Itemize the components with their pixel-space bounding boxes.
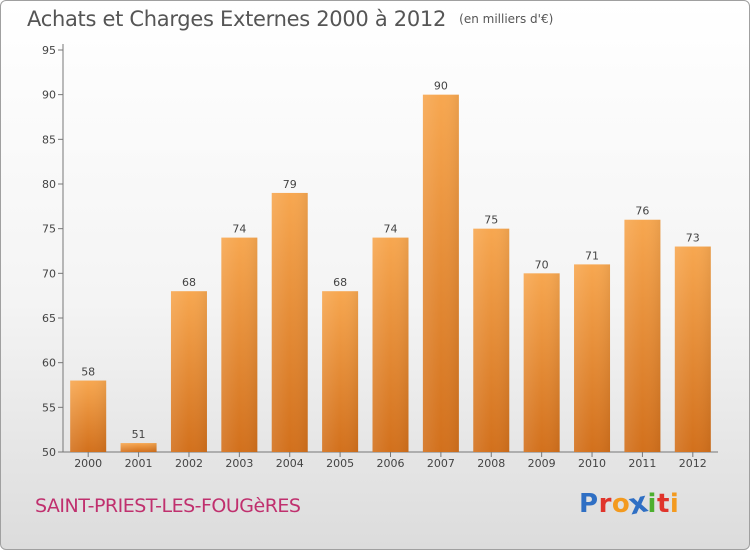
x-tick-label: 2006 xyxy=(377,457,405,470)
value-label-2009: 70 xyxy=(535,258,549,271)
bar-sheen-2003 xyxy=(221,237,258,452)
x-tick-label: 2002 xyxy=(175,457,203,470)
value-label-2012: 73 xyxy=(686,232,700,245)
logo-letter: P xyxy=(579,489,599,519)
bar-sheen-2004 xyxy=(271,192,308,452)
logo-letter: i xyxy=(647,489,657,519)
bar-sheen-2008 xyxy=(473,228,510,452)
bar-sheen-2011 xyxy=(624,219,661,452)
bar-sheen-2007 xyxy=(422,94,459,453)
x-tick-label: 2007 xyxy=(427,457,455,470)
y-tick-label: 55 xyxy=(42,401,56,414)
logo-letter: t xyxy=(656,489,670,519)
bars xyxy=(70,94,711,453)
logo-letter: i xyxy=(669,489,680,519)
value-label-2008: 75 xyxy=(484,214,498,227)
bar-sheen-2010 xyxy=(574,264,611,452)
bar-sheen-2009 xyxy=(523,273,560,452)
value-labels: 58 51 68 74 79 68 74 90 75 70 71 76 73 xyxy=(81,80,700,441)
y-tick-label: 85 xyxy=(42,133,56,146)
proxiti-logo: Proxiti xyxy=(579,486,680,522)
y-tick-label: 70 xyxy=(42,267,56,280)
axes: 50 55 60 65 70 75 80 85 90 95 2000 2001 2002 2003 2004… xyxy=(42,44,718,470)
y-tick-label: 75 xyxy=(42,223,56,236)
value-label-2002: 68 xyxy=(182,276,196,289)
x-tick-label: 2003 xyxy=(225,457,253,470)
y-tick-label: 80 xyxy=(42,178,56,191)
logo-letter: r xyxy=(598,489,612,519)
y-tick-label: 65 xyxy=(42,312,56,325)
value-label-2003: 74 xyxy=(232,223,246,236)
x-tick-label: 2001 xyxy=(125,457,153,470)
bar-sheen-2000 xyxy=(70,380,107,452)
x-tick-label: 2000 xyxy=(74,457,102,470)
value-label-2006: 74 xyxy=(384,223,398,236)
x-tick-label: 2005 xyxy=(326,457,354,470)
bar-sheen-2001 xyxy=(120,443,157,452)
bar-sheen-2002 xyxy=(170,291,207,452)
bar-sheen-2006 xyxy=(372,237,409,452)
chart-unit: (en milliers d'€) xyxy=(459,12,554,26)
y-tick-label: 90 xyxy=(42,89,56,102)
bar-sheen-2012 xyxy=(674,246,711,452)
value-label-2000: 58 xyxy=(81,366,95,379)
chart-title-text: Achats et Charges Externes 2000 à 2012 xyxy=(27,7,447,31)
x-tick-label: 2012 xyxy=(679,457,707,470)
value-label-2001: 51 xyxy=(132,428,146,441)
x-tick-label: 2010 xyxy=(578,457,606,470)
chart-title: Achats et Charges Externes 2000 à 2012 (… xyxy=(27,7,553,31)
logo-letter: o xyxy=(611,489,631,519)
x-tick-label: 2009 xyxy=(528,457,556,470)
x-tick-label: 2004 xyxy=(276,457,304,470)
value-label-2011: 76 xyxy=(635,205,649,218)
value-label-2007: 90 xyxy=(434,80,448,93)
value-label-2005: 68 xyxy=(333,276,347,289)
value-label-2010: 71 xyxy=(585,249,599,262)
commune-name: SAINT-PRIEST-LES-FOUGèRES xyxy=(35,495,301,517)
bar-sheen-2005 xyxy=(322,291,359,452)
value-label-2004: 79 xyxy=(283,178,297,191)
y-tick-label: 60 xyxy=(42,357,56,370)
y-tick-label: 95 xyxy=(42,44,56,57)
x-tick-label: 2011 xyxy=(628,457,656,470)
y-tick-label: 50 xyxy=(42,446,56,459)
x-tick-label: 2008 xyxy=(477,457,505,470)
